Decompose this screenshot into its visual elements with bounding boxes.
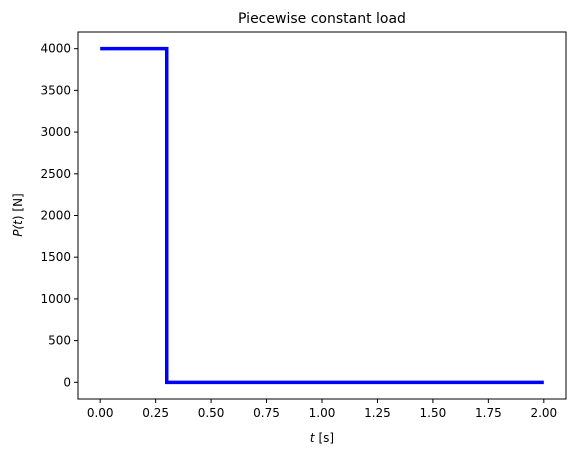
y-axis-ticks: 0 500 1000 1500 2000 2500 3000 3500 4000 — [40, 42, 78, 389]
x-tick-label: 0.50 — [198, 406, 225, 420]
y-axis-label: P(t) [N] — [11, 193, 25, 236]
y-tick-label: 0 — [63, 375, 71, 389]
y-tick-label: 2000 — [40, 209, 71, 223]
y-axis-label-pre: P( — [11, 224, 25, 237]
y-tick-label: 4000 — [40, 42, 71, 56]
y-tick-label: 3000 — [40, 125, 71, 139]
series-layer — [100, 46, 544, 385]
series-line-0 — [100, 46, 544, 385]
axes-frame — [77, 31, 567, 400]
y-tick-label: 1000 — [40, 292, 71, 306]
y-tick-label: 2500 — [40, 167, 71, 181]
y-tick-label: 500 — [48, 334, 71, 348]
x-axis-label-var: t — [310, 431, 316, 445]
y-axis-label-var: t — [11, 219, 25, 225]
y-tick-label: 1500 — [40, 250, 71, 264]
y-tick-label: 3500 — [40, 83, 71, 97]
x-tick-label: 1.00 — [309, 406, 336, 420]
x-tick-label: 2.00 — [530, 406, 557, 420]
x-tick-label: 1.75 — [475, 406, 502, 420]
y-axis-label-post: ) [N] — [11, 193, 25, 220]
x-tick-label: 0.25 — [142, 406, 169, 420]
x-tick-label: 1.25 — [364, 406, 391, 420]
x-tick-label: 0.00 — [87, 406, 114, 420]
plot-area — [77, 31, 567, 400]
x-axis-label: t [s] — [310, 431, 334, 445]
x-axis-label-unit: [s] — [315, 431, 334, 445]
x-axis-ticks: 0.00 0.25 0.50 0.75 1.00 1.25 1.50 1.75 2.00 — [87, 399, 557, 420]
x-tick-label: 1.50 — [420, 406, 447, 420]
chart-title: Piecewise constant load — [238, 11, 406, 27]
x-tick-label: 0.75 — [253, 406, 280, 420]
